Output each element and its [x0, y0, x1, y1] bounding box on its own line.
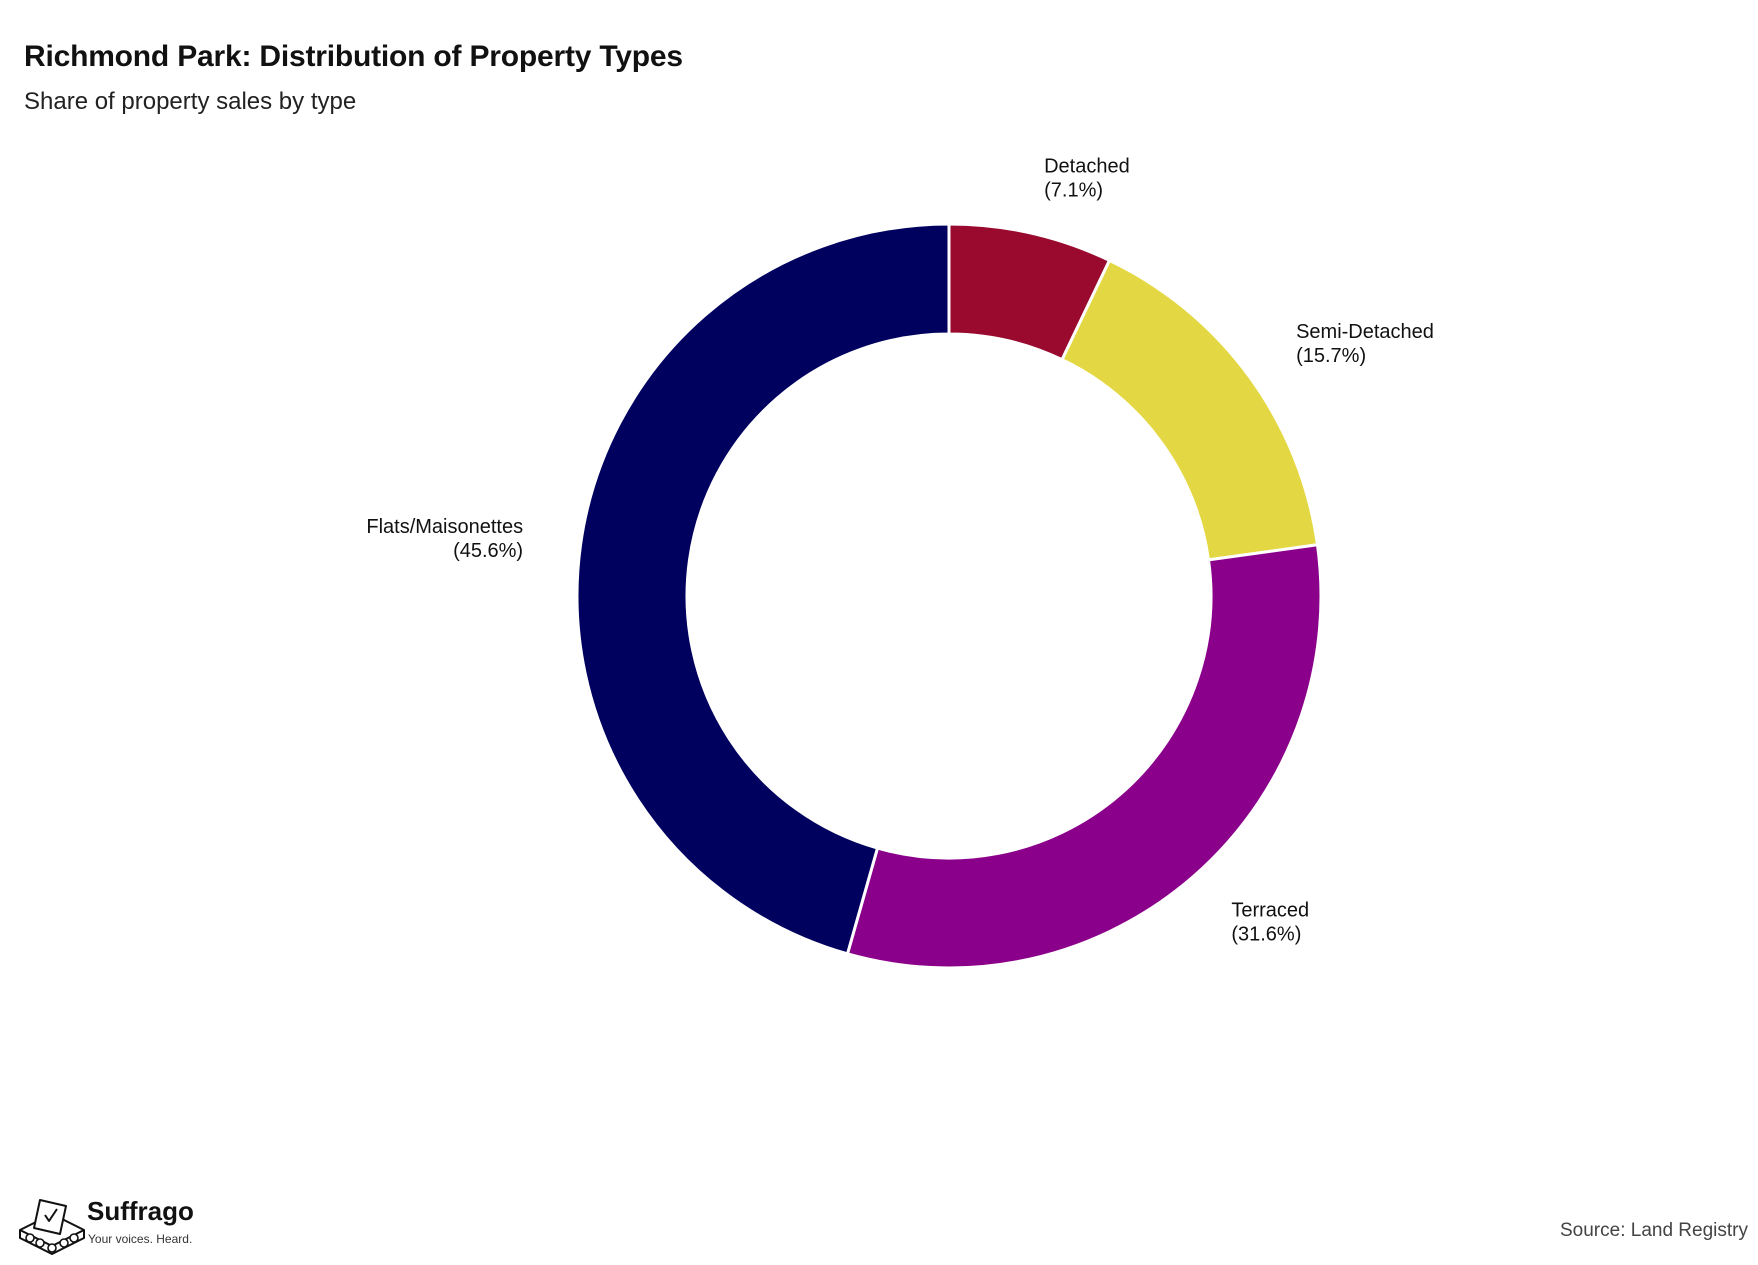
- slice-label-semi-detached: Semi-Detached (15.7%): [1296, 321, 1434, 367]
- slice-terraced: [845, 543, 1323, 970]
- slice-label-flats-maisonettes: Flats/Maisonettes (45.6%): [366, 516, 523, 562]
- brand-name: Suffrago: [87, 1196, 194, 1226]
- donut-slices: [575, 222, 1323, 970]
- source-note: Source: Land Registry: [1560, 1220, 1748, 1241]
- slice-label-terraced: Terraced (31.6%): [1231, 899, 1309, 945]
- slice-labels: Detached (7.1%) Semi-Detached (15.7%) Terrac…: [366, 156, 1434, 946]
- brand-tagline: Your voices. Heard.: [88, 1232, 193, 1246]
- chart-title: Richmond Park: Distribution of Property …: [24, 40, 683, 73]
- slice-label-detached: Detached (7.1%): [1044, 156, 1130, 202]
- chart-subtitle: Share of property sales by type: [24, 88, 357, 115]
- slice-flats-maisonettes: [575, 222, 951, 956]
- ballot-box-icon: [19, 1199, 85, 1255]
- slice-semi-detached: [1060, 258, 1320, 562]
